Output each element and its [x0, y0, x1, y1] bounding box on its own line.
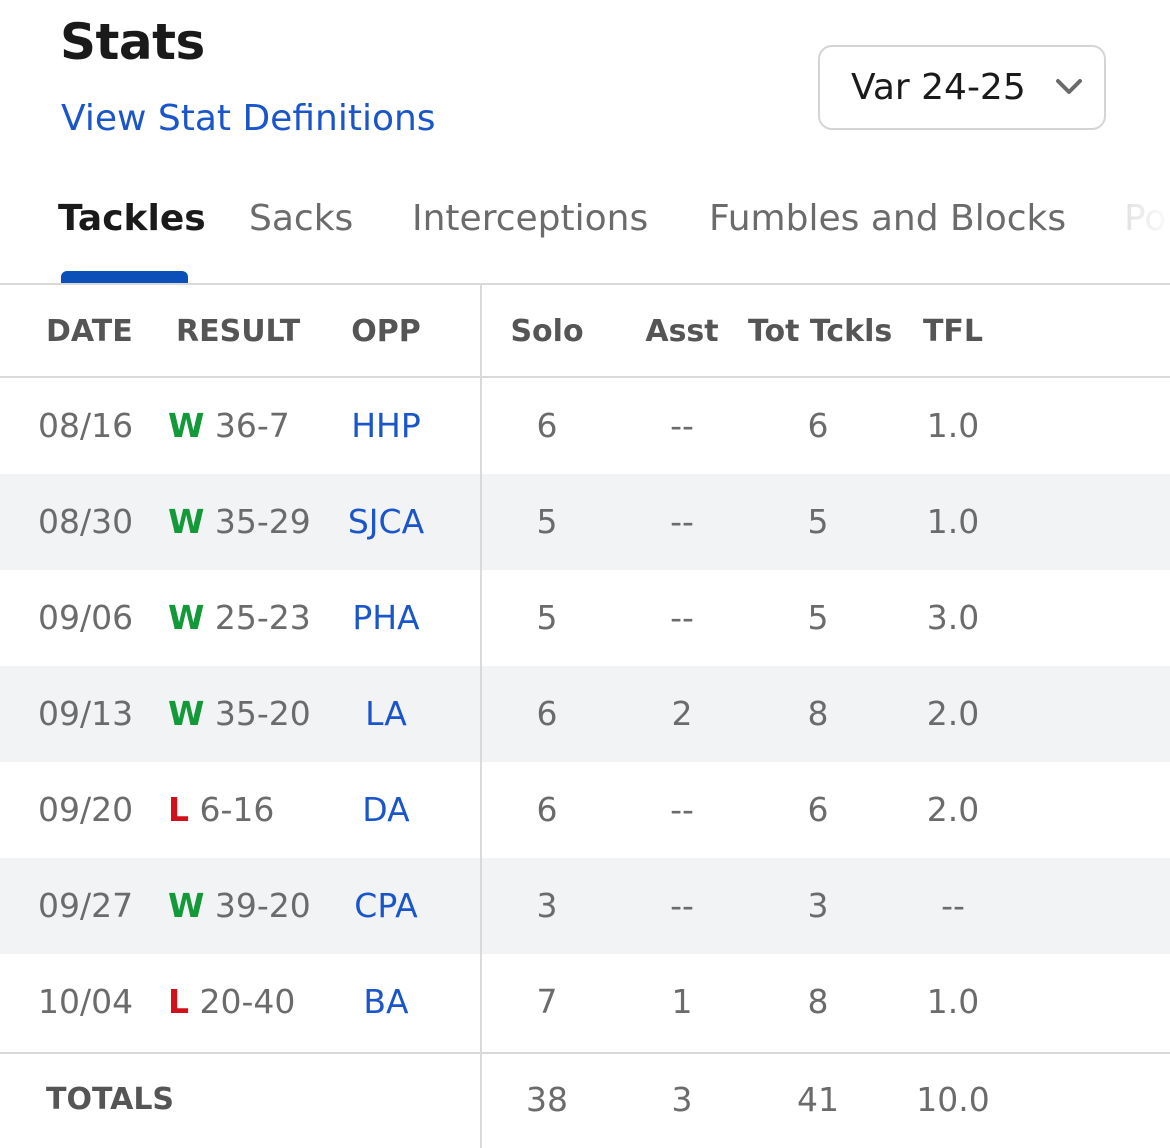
table-row: 08/30 W 35-29 SJCA 5 -- 5 1.0: [0, 474, 1170, 570]
table-header-row: DATE RESULT OPP Solo Asst Tot Tckls TFL: [0, 285, 1170, 378]
result-score: 35-20: [214, 694, 311, 733]
column-divider: [480, 285, 482, 1148]
col-header-opp[interactable]: OPP: [351, 314, 421, 349]
tab-interceptions[interactable]: Interceptions: [412, 198, 649, 239]
row-date: 10/04: [38, 982, 134, 1021]
active-tab-indicator: [61, 271, 188, 283]
table-row: 09/20 L 6-16 DA 6 -- 6 2.0: [0, 762, 1170, 858]
row-tfl: 2.0: [926, 694, 980, 733]
row-date: 08/30: [38, 502, 134, 541]
result-score: 6-16: [199, 790, 275, 829]
row-date: 09/13: [38, 694, 134, 733]
row-tot-tckls: 8: [807, 982, 829, 1021]
row-opponent-link[interactable]: PHA: [352, 598, 420, 637]
row-tfl: --: [941, 886, 965, 925]
row-asst: --: [670, 598, 694, 637]
row-date: 09/06: [38, 598, 134, 637]
col-header-date[interactable]: DATE: [46, 314, 133, 349]
table-row: 09/27 W 39-20 CPA 3 -- 3 --: [0, 858, 1170, 954]
totals-solo: 38: [526, 1080, 568, 1119]
result-letter: W: [168, 502, 205, 541]
row-asst: --: [670, 790, 694, 829]
stats-table: DATE RESULT OPP Solo Asst Tot Tckls TFL …: [0, 283, 1170, 1148]
totals-tfl: 10.0: [916, 1080, 990, 1119]
row-asst: --: [670, 502, 694, 541]
row-tfl: 1.0: [926, 982, 980, 1021]
col-header-tfl[interactable]: TFL: [922, 314, 984, 349]
row-result: L 20-40: [168, 954, 338, 1050]
row-solo: 6: [536, 406, 558, 445]
row-date: 09/20: [38, 790, 134, 829]
row-result: W 35-20: [168, 666, 338, 762]
chevron-down-icon: [1056, 79, 1082, 94]
result-letter: L: [168, 982, 190, 1021]
row-tot-tckls: 3: [807, 886, 829, 925]
table-row: 08/16 W 36-7 HHP 6 -- 6 1.0: [0, 378, 1170, 474]
row-asst: --: [670, 406, 694, 445]
row-solo: 5: [536, 502, 558, 541]
row-tot-tckls: 5: [807, 502, 829, 541]
row-date: 08/16: [38, 406, 134, 445]
row-opponent-link[interactable]: HHP: [351, 406, 421, 445]
row-opponent-link[interactable]: SJCA: [347, 502, 425, 541]
result-letter: W: [168, 598, 205, 637]
col-header-result[interactable]: RESULT: [176, 314, 301, 349]
row-opponent-link[interactable]: DA: [362, 790, 410, 829]
tab-sacks[interactable]: Sacks: [249, 198, 354, 239]
row-tfl: 3.0: [926, 598, 980, 637]
row-opponent-link[interactable]: BA: [363, 982, 409, 1021]
row-tfl: 2.0: [926, 790, 980, 829]
row-solo: 3: [536, 886, 558, 925]
row-result: L 6-16: [168, 762, 338, 858]
tabs-fade-overlay: [1100, 180, 1170, 280]
row-result: W 39-20: [168, 858, 338, 954]
col-header-tot-tckls[interactable]: Tot Tckls: [748, 314, 893, 349]
totals-tot-tckls: 41: [797, 1080, 839, 1119]
result-score: 35-29: [214, 502, 311, 541]
table-row: 10/04 L 20-40 BA 7 1 8 1.0: [0, 954, 1170, 1050]
row-tot-tckls: 6: [807, 790, 829, 829]
row-result: W 25-23: [168, 570, 338, 666]
row-tfl: 1.0: [926, 502, 980, 541]
result-letter: W: [168, 406, 205, 445]
stat-tabs: Tackles Sacks Interceptions Fumbles and …: [0, 180, 1170, 283]
row-opponent-link[interactable]: LA: [365, 694, 407, 733]
row-tfl: 1.0: [926, 406, 980, 445]
result-letter: W: [168, 886, 205, 925]
row-asst: 2: [671, 694, 693, 733]
row-tot-tckls: 6: [807, 406, 829, 445]
row-asst: --: [670, 886, 694, 925]
season-select-value: Var 24-25: [851, 67, 1026, 108]
tab-tackles[interactable]: Tackles: [58, 198, 206, 239]
result-score: 36-7: [214, 406, 290, 445]
result-score: 39-20: [214, 886, 311, 925]
row-opponent-link[interactable]: CPA: [354, 886, 418, 925]
row-tot-tckls: 5: [807, 598, 829, 637]
row-tot-tckls: 8: [807, 694, 829, 733]
result-letter: W: [168, 694, 205, 733]
totals-asst: 3: [671, 1080, 693, 1119]
row-solo: 6: [536, 790, 558, 829]
result-letter: L: [168, 790, 190, 829]
result-score: 20-40: [199, 982, 296, 1021]
row-result: W 35-29: [168, 474, 338, 570]
row-solo: 5: [536, 598, 558, 637]
row-solo: 7: [536, 982, 558, 1021]
col-header-asst[interactable]: Asst: [645, 314, 719, 349]
table-row: 09/13 W 35-20 LA 6 2 8 2.0: [0, 666, 1170, 762]
col-header-solo[interactable]: Solo: [510, 314, 584, 349]
row-asst: 1: [671, 982, 693, 1021]
table-row: 09/06 W 25-23 PHA 5 -- 5 3.0: [0, 570, 1170, 666]
row-solo: 6: [536, 694, 558, 733]
tab-fumbles-and-blocks[interactable]: Fumbles and Blocks: [709, 198, 1067, 239]
result-score: 25-23: [214, 598, 311, 637]
totals-row: TOTALS 38 3 41 10.0: [0, 1052, 1170, 1148]
view-stat-definitions-link[interactable]: View Stat Definitions: [61, 98, 436, 139]
row-result: W 36-7: [168, 378, 338, 474]
season-select[interactable]: Var 24-25: [818, 45, 1106, 130]
row-date: 09/27: [38, 886, 134, 925]
totals-label: TOTALS: [46, 1082, 175, 1117]
page-title: Stats: [60, 13, 205, 71]
